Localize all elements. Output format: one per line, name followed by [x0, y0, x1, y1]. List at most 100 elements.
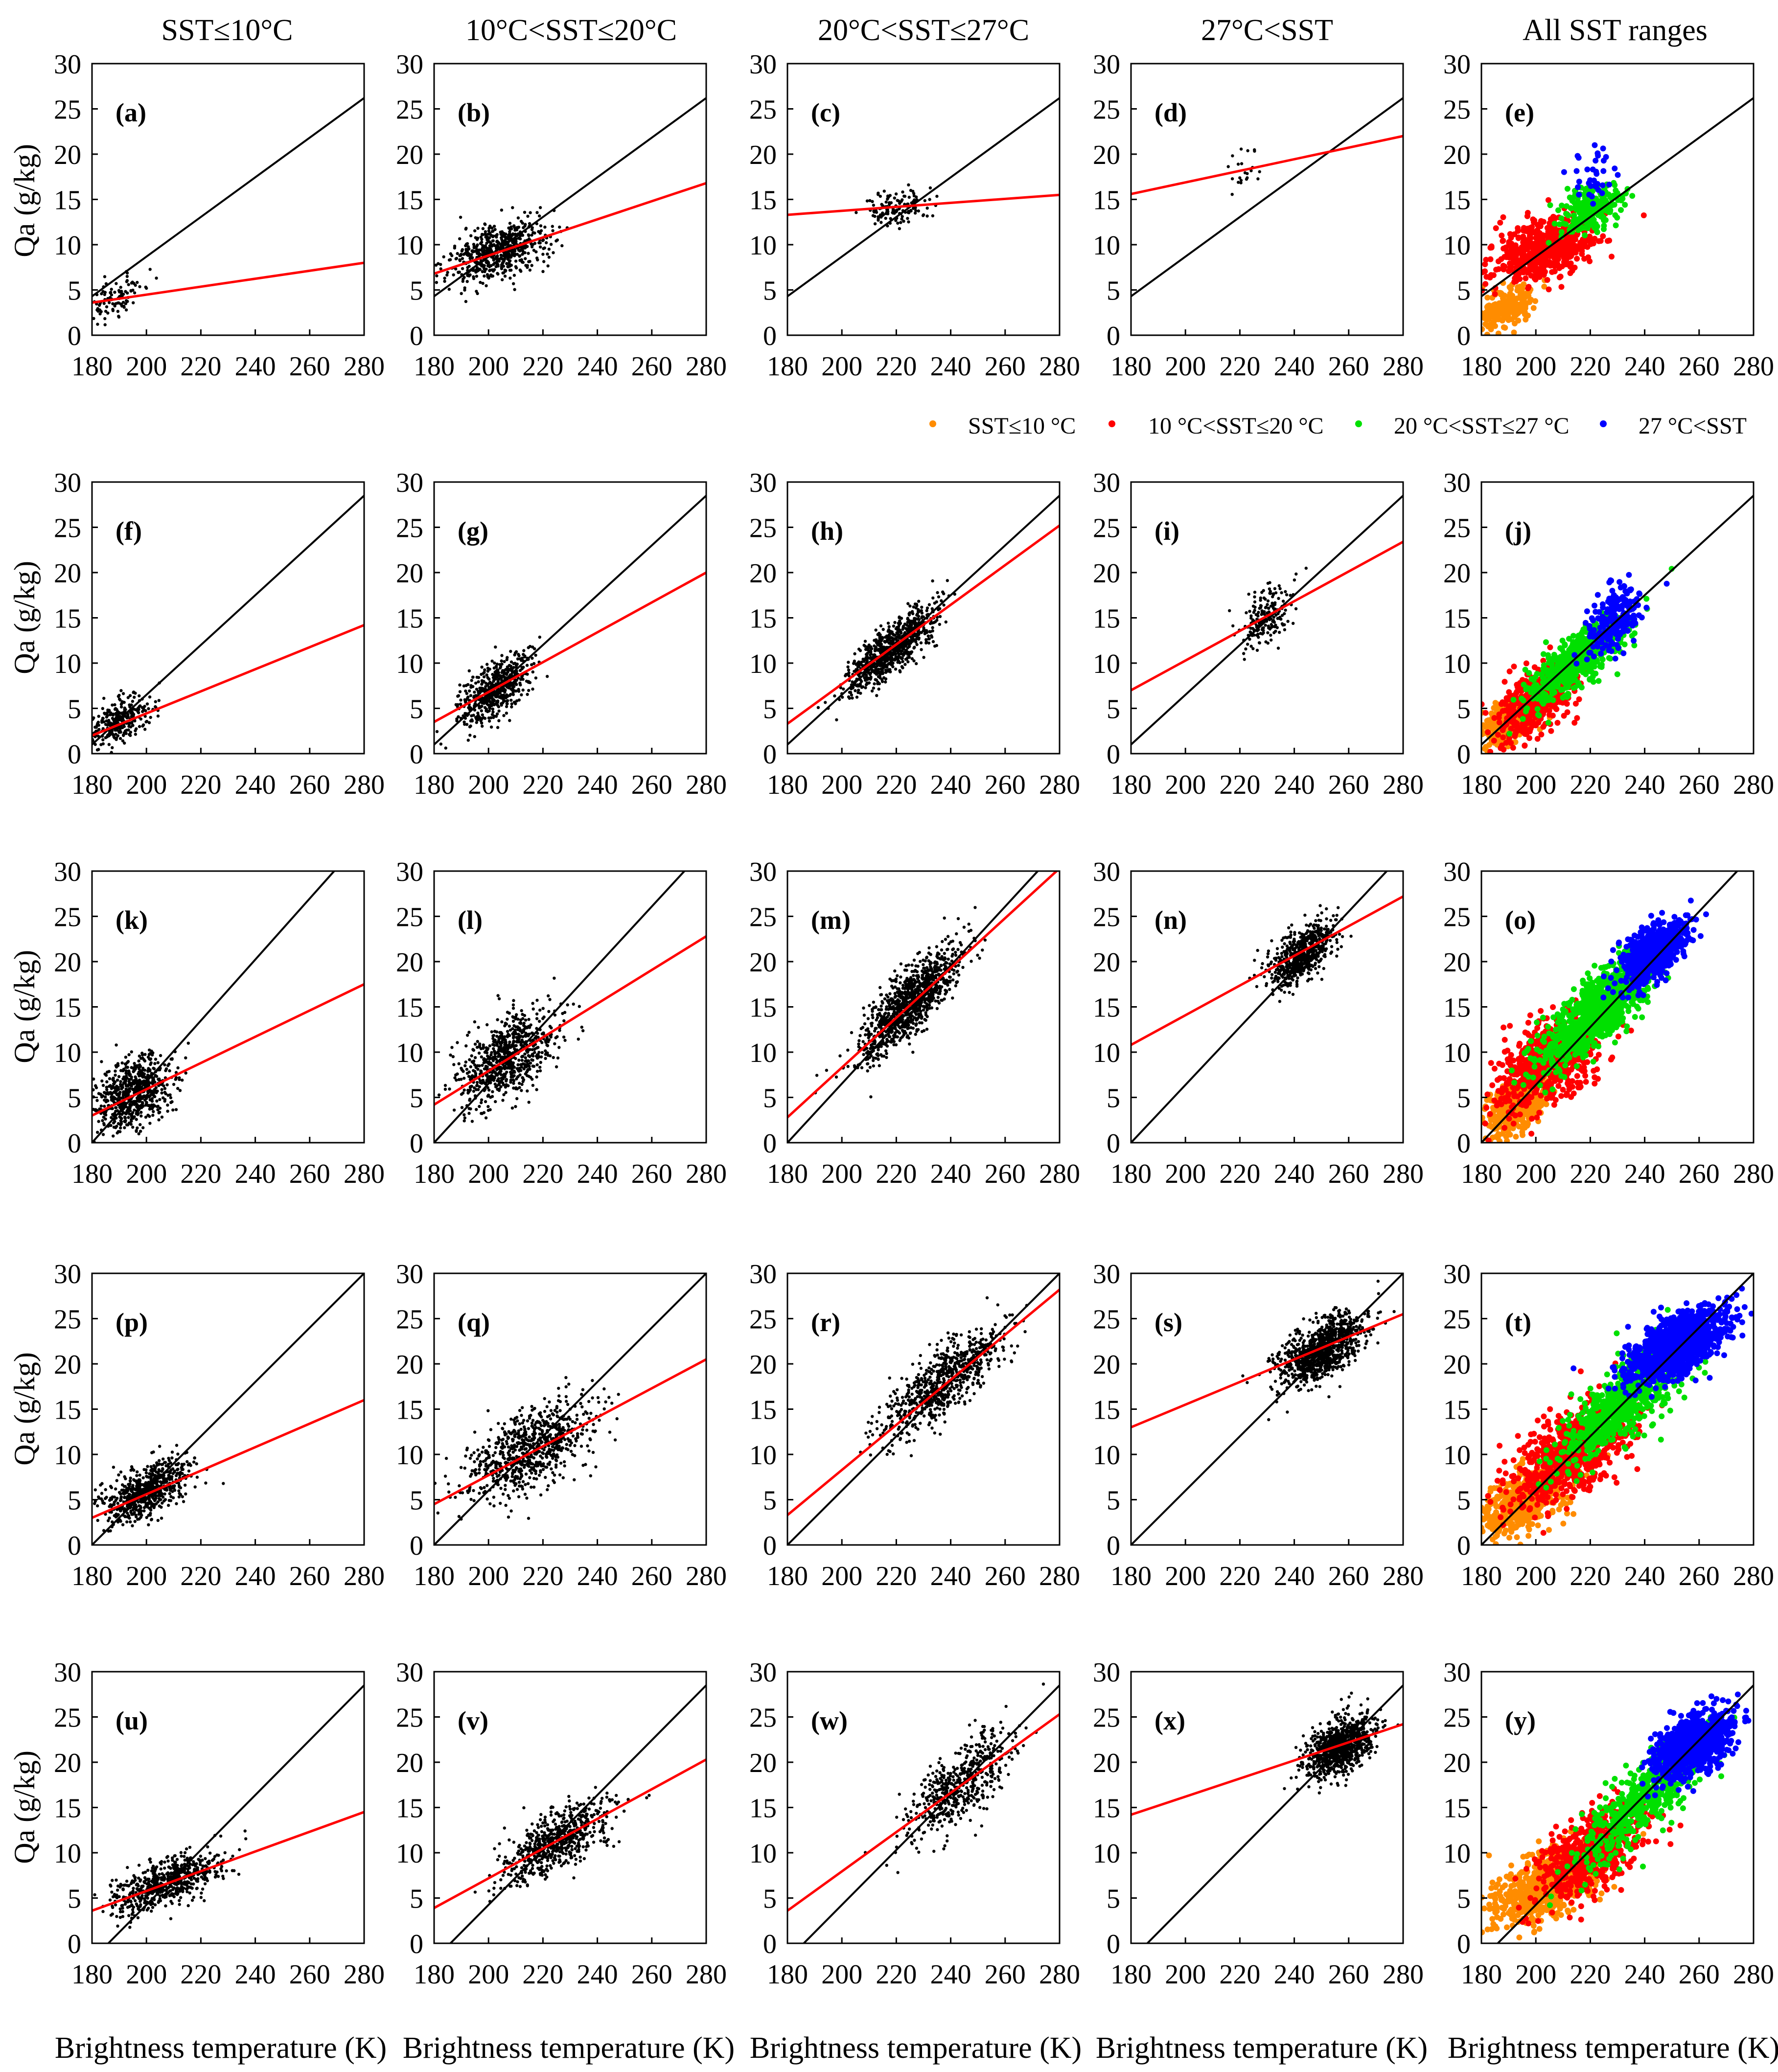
- scatter-point: [507, 667, 510, 671]
- scatter-point: [835, 718, 838, 722]
- scatter-point: [1622, 202, 1628, 208]
- y-tick-label: 15: [749, 185, 777, 216]
- scatter-point: [465, 250, 469, 253]
- x-tick-label: 220: [180, 770, 221, 800]
- scatter-point: [1268, 587, 1271, 591]
- scatter-point: [505, 658, 508, 662]
- scatter-point: [508, 664, 511, 668]
- scatter-point: [488, 668, 491, 671]
- x-tick-label: 220: [876, 770, 917, 800]
- scatter-point: [1253, 591, 1257, 594]
- scatter-point: [1594, 150, 1601, 157]
- scatter-point: [1547, 202, 1553, 208]
- scatter-point: [1554, 227, 1560, 233]
- scatter-point: [846, 665, 850, 669]
- scatter-point: [860, 686, 864, 689]
- scatter-point: [541, 253, 545, 256]
- scatter-point: [131, 699, 135, 703]
- scatter-point: [881, 648, 884, 652]
- scatter-point: [901, 660, 904, 664]
- scatter-point: [824, 701, 827, 704]
- scatter-point: [905, 657, 908, 661]
- scatter-point: [847, 668, 851, 672]
- scatter-point: [1488, 244, 1495, 251]
- y-axis-label-text: Qa (g/kg): [8, 1352, 41, 1466]
- scatter-point: [850, 693, 854, 697]
- scatter-point: [491, 701, 495, 705]
- x-tick-label: 240: [235, 770, 276, 800]
- scatter-point: [466, 695, 470, 699]
- scatter-point: [879, 661, 883, 665]
- scatter-point: [1482, 268, 1488, 275]
- scatter-point: [864, 647, 868, 651]
- scatter-point: [1484, 331, 1490, 335]
- scatter-point: [1551, 268, 1558, 275]
- scatter-point: [505, 712, 508, 715]
- scatter-point: [511, 693, 515, 696]
- scatter-point: [1523, 660, 1529, 667]
- scatter-point: [481, 227, 485, 230]
- scatter-point: [119, 703, 123, 706]
- scatter-point: [458, 237, 462, 241]
- scatter-point: [97, 728, 101, 731]
- scatter-point: [1271, 625, 1274, 628]
- x-tick-label: 180: [71, 770, 113, 800]
- scatter-point: [476, 227, 480, 230]
- scatter-point: [847, 695, 851, 699]
- scatter-point: [1571, 719, 1578, 726]
- scatter-point: [138, 725, 141, 728]
- scatter-point: [1249, 616, 1253, 620]
- scatter-point: [459, 253, 463, 256]
- scatter-point: [1594, 229, 1600, 235]
- scatter-point: [898, 227, 901, 230]
- scatter-point: [1277, 597, 1280, 600]
- scatter-point: [929, 634, 933, 638]
- scatter-point: [853, 661, 856, 664]
- scatter-point: [522, 226, 525, 230]
- scatter-point: [1481, 326, 1485, 332]
- x-axis-label-col-4: Brightness temperature (K): [1096, 2031, 1428, 2065]
- scatter-point: [127, 283, 130, 286]
- scatter-point: [1237, 181, 1240, 184]
- scatter-point: [1249, 645, 1253, 648]
- scatter-point: [1278, 587, 1282, 591]
- scatter-point: [491, 234, 495, 238]
- scatter-point: [509, 692, 512, 696]
- scatter-point: [455, 717, 459, 721]
- scatter-point: [1272, 616, 1275, 619]
- scatter-point: [1602, 198, 1609, 204]
- scatter-point: [509, 698, 513, 702]
- scatter-point: [841, 695, 844, 699]
- scatter-point: [489, 725, 493, 729]
- x-tick-label: 180: [1110, 351, 1152, 382]
- scatter-point: [887, 641, 891, 645]
- scatter-point: [1615, 172, 1621, 178]
- scatter-point: [480, 718, 483, 721]
- scatter-point: [1503, 695, 1510, 701]
- scatter-point: [816, 706, 820, 710]
- scatter-point: [878, 676, 882, 680]
- y-tick-label: 0: [68, 321, 81, 351]
- x-tick-label: 200: [821, 770, 862, 800]
- scatter-point: [872, 686, 876, 690]
- scatter-point: [470, 249, 474, 253]
- scatter-point: [527, 689, 531, 692]
- scatter-point: [517, 690, 521, 693]
- scatter-point: [501, 234, 505, 238]
- scatter-point: [896, 221, 900, 225]
- scatter-point: [475, 721, 478, 724]
- scatter-point: [498, 695, 501, 699]
- scatter-point: [1555, 207, 1561, 213]
- scatter-point: [452, 273, 455, 276]
- scatter-point: [513, 254, 516, 257]
- scatter-point: [884, 216, 887, 220]
- scatter-point: [891, 207, 895, 211]
- scatter-point: [483, 246, 486, 249]
- scatter-point: [906, 217, 909, 220]
- scatter-point: [1536, 230, 1543, 236]
- scatter-point: [910, 610, 914, 613]
- y-tick-label: 20: [1443, 140, 1471, 170]
- scatter-point: [520, 247, 524, 251]
